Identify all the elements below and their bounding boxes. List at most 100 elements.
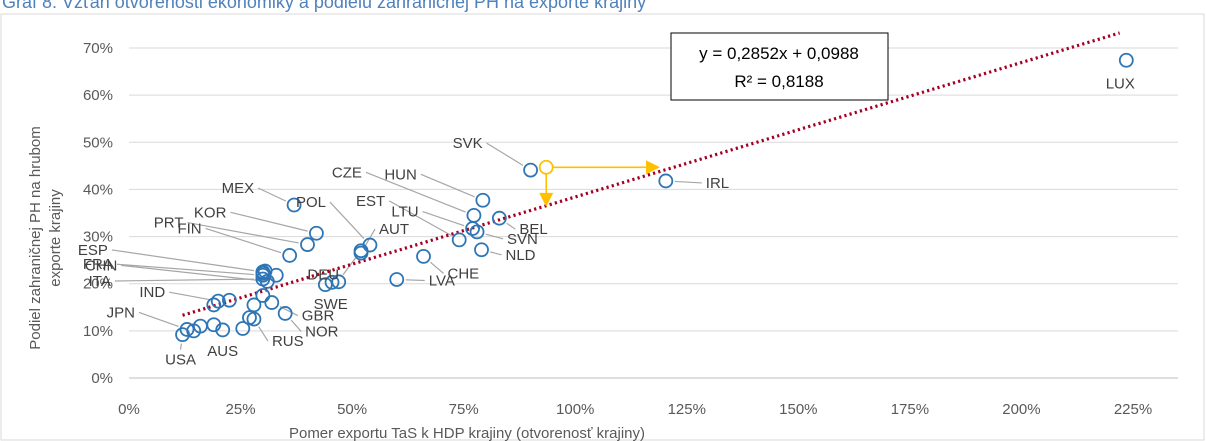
point-label: SVK bbox=[453, 135, 483, 152]
x-tick-label: 175% bbox=[891, 401, 929, 418]
data-point bbox=[389, 272, 405, 287]
point-label: LUX bbox=[1106, 75, 1135, 92]
point-label: DEU bbox=[307, 267, 339, 284]
label-leader-lines bbox=[111, 142, 702, 350]
data-point bbox=[235, 321, 251, 336]
trendline-r2: R² = 0,8188 bbox=[734, 72, 823, 91]
label-leader-line bbox=[485, 233, 504, 240]
data-point bbox=[353, 243, 369, 259]
highlight-annotation bbox=[538, 159, 661, 207]
point-label: KOR bbox=[194, 204, 227, 221]
data-point bbox=[465, 221, 480, 236]
y-tick-label: 60% bbox=[83, 87, 113, 104]
point-label: PRT bbox=[154, 215, 184, 232]
data-point bbox=[658, 173, 674, 189]
point-label: NLD bbox=[506, 247, 536, 264]
data-point bbox=[242, 310, 257, 326]
label-leader-line bbox=[388, 200, 452, 237]
data-point bbox=[491, 210, 507, 226]
data-point bbox=[186, 323, 202, 339]
chart-title: Graf 8: Vzťah otvorenosti ekonomiky a po… bbox=[2, 0, 647, 12]
data-point bbox=[255, 288, 271, 303]
label-leader-line bbox=[205, 227, 282, 254]
point-label: NOR bbox=[305, 323, 339, 340]
point-label: IND bbox=[139, 284, 165, 301]
data-point bbox=[206, 297, 222, 313]
gridlines bbox=[129, 47, 1178, 379]
trendline-path bbox=[182, 31, 1121, 317]
data-point bbox=[523, 162, 538, 178]
y-axis-title-line-2: exporte krajiny bbox=[47, 189, 64, 287]
x-tick-label: 125% bbox=[668, 401, 706, 418]
data-point bbox=[264, 295, 280, 310]
point-label: HUN bbox=[384, 166, 417, 183]
x-tick-label: 200% bbox=[1002, 401, 1040, 418]
point-label: FIN bbox=[177, 220, 201, 237]
x-axis-title: Pomer exportu TaS k HDP krajiny (otvoren… bbox=[289, 425, 645, 441]
label-leader-line bbox=[121, 264, 259, 281]
highlight-point bbox=[538, 159, 554, 175]
y-tick-label: 0% bbox=[91, 370, 113, 387]
y-axis-title: Podiel zahraničnej PH na hrubom exporte … bbox=[27, 126, 64, 349]
y-tick-label: 70% bbox=[83, 40, 113, 57]
trendline bbox=[182, 31, 1121, 317]
point-label: AUS bbox=[207, 343, 238, 360]
label-leader-line bbox=[179, 343, 182, 350]
point-label: BEL bbox=[519, 221, 547, 238]
label-leader-line bbox=[169, 291, 210, 301]
point-label: LVA bbox=[429, 272, 455, 289]
label-leader-line bbox=[486, 142, 524, 166]
data-point bbox=[416, 248, 431, 264]
data-point bbox=[246, 297, 262, 313]
label-leader-line bbox=[429, 261, 444, 274]
label-leader-line bbox=[187, 221, 299, 244]
label-leader-line bbox=[290, 319, 302, 332]
data-point bbox=[469, 224, 485, 240]
data-point bbox=[309, 225, 324, 241]
label-leader-line bbox=[258, 326, 269, 342]
data-point bbox=[451, 232, 467, 248]
x-tick-label: 100% bbox=[556, 401, 594, 418]
label-leader-line bbox=[111, 249, 255, 272]
data-point bbox=[466, 207, 482, 223]
data-points bbox=[175, 52, 1134, 343]
x-tick-label: 225% bbox=[1114, 401, 1152, 418]
data-point bbox=[268, 267, 284, 283]
label-leader-line bbox=[116, 263, 254, 276]
equation-box: y = 0,2852x + 0,0988 R² = 0,8188 bbox=[670, 32, 889, 101]
label-leader-line bbox=[230, 211, 308, 232]
label-leader-line bbox=[138, 311, 179, 328]
label-leader-line bbox=[420, 173, 475, 198]
point-label: IRL bbox=[706, 175, 729, 192]
y-axis-title-line-1: Podiel zahraničnej PH na hrubom bbox=[27, 126, 44, 349]
point-label: SWE bbox=[314, 296, 348, 313]
data-point bbox=[474, 242, 489, 258]
y-tick-label: 40% bbox=[83, 181, 113, 198]
data-point bbox=[282, 248, 298, 263]
label-leader-line bbox=[257, 187, 287, 202]
x-tick-labels: 0% 25% 50% 75% 100% 125% 150% 175% 200% 225% bbox=[118, 401, 1152, 418]
equation-box-border bbox=[670, 32, 889, 101]
label-leader-line bbox=[365, 171, 466, 213]
x-tick-label: 0% bbox=[118, 401, 140, 418]
point-label: USA bbox=[165, 352, 196, 369]
point-label: EST bbox=[356, 193, 385, 210]
point-label: MEX bbox=[222, 180, 255, 197]
data-point bbox=[331, 274, 347, 290]
y-tick-label: 20% bbox=[83, 276, 113, 293]
label-leader-line bbox=[329, 201, 365, 239]
point-label: GBR bbox=[302, 308, 335, 325]
label-leader-line bbox=[674, 180, 702, 184]
point-label: ITA bbox=[89, 273, 111, 290]
label-leader-line bbox=[365, 228, 376, 246]
point-label: LTU bbox=[391, 204, 418, 221]
x-tick-label: 50% bbox=[337, 401, 367, 418]
data-point bbox=[210, 293, 226, 309]
highlight-arrow-right-head bbox=[646, 160, 661, 175]
y-tick-label: 30% bbox=[83, 229, 113, 246]
point-label: AUT bbox=[379, 221, 409, 238]
data-point bbox=[179, 322, 195, 337]
label-leader-line bbox=[422, 210, 465, 227]
